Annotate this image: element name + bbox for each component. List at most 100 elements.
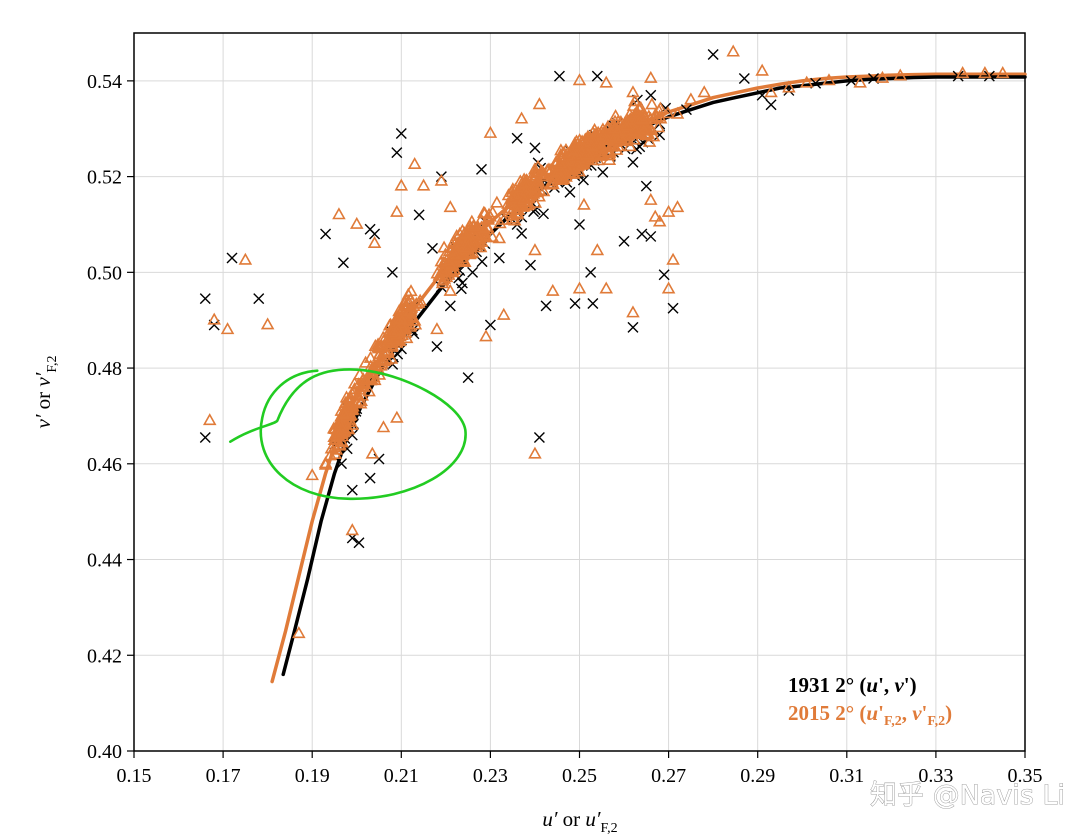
point-2015 — [398, 298, 413, 311]
point-2015 — [978, 66, 992, 79]
point-2015 — [608, 109, 623, 122]
point-2015 — [399, 331, 414, 344]
y-axis-label: v′ or v′F,2 — [31, 355, 60, 428]
point-2015 — [353, 367, 367, 380]
point-1931 — [627, 321, 639, 333]
point-2015 — [463, 220, 478, 233]
point-2015 — [374, 352, 389, 365]
point-2015 — [439, 270, 454, 283]
point-1931 — [346, 484, 358, 496]
point-2015 — [564, 143, 579, 156]
point-2015 — [384, 325, 399, 338]
point-2015 — [563, 166, 577, 179]
point-2015 — [531, 173, 545, 186]
point-1931 — [553, 70, 565, 82]
point-2015 — [389, 328, 404, 341]
point-1931 — [475, 163, 487, 175]
point-2015 — [557, 158, 572, 171]
point-2015 — [586, 125, 600, 138]
point-2015 — [339, 409, 354, 422]
point-2015 — [599, 281, 613, 294]
point-2015 — [479, 329, 493, 342]
point-2015 — [764, 85, 778, 98]
point-1931 — [667, 302, 679, 314]
point-2015 — [661, 281, 676, 294]
point-2015 — [482, 207, 496, 220]
point-2015 — [207, 312, 221, 325]
point-1931 — [391, 147, 403, 159]
point-2015 — [543, 177, 557, 190]
point-1931 — [462, 372, 474, 384]
point-2015 — [572, 281, 587, 294]
point-2015 — [782, 80, 796, 93]
point-1931 — [645, 230, 657, 242]
x-tick-label: 0.19 — [295, 765, 330, 787]
point-2015 — [260, 317, 275, 330]
point-1931 — [199, 431, 211, 443]
x-tick-label: 0.35 — [1008, 765, 1043, 787]
point-2015 — [525, 169, 539, 182]
point-2015 — [332, 438, 347, 451]
point-2015 — [323, 448, 338, 461]
point-2015 — [496, 307, 511, 320]
point-2015 — [332, 426, 347, 439]
point-2015 — [651, 120, 666, 133]
point-1931 — [476, 256, 488, 268]
x-tick-label: 0.25 — [562, 765, 597, 787]
point-2015 — [516, 192, 531, 205]
point-2015 — [554, 143, 568, 156]
point-2015 — [497, 212, 511, 225]
point-2015 — [409, 296, 424, 309]
annotation-layer — [228, 368, 467, 500]
x-tick-label: 0.31 — [829, 765, 864, 787]
point-2015 — [381, 336, 396, 349]
y-tick-label: 0.40 — [87, 741, 122, 763]
point-1931 — [337, 257, 349, 269]
point-1931 — [353, 537, 365, 549]
point-2015 — [650, 110, 664, 123]
point-2015 — [430, 322, 444, 335]
point-2015 — [365, 446, 380, 459]
point-2015 — [514, 111, 529, 124]
point-2015 — [536, 184, 551, 197]
point-2015 — [553, 149, 568, 162]
x-tick-label: 0.23 — [473, 765, 508, 787]
point-1931 — [320, 228, 332, 240]
point-2015 — [292, 626, 306, 639]
point-2015 — [755, 63, 769, 76]
point-2015 — [528, 446, 542, 459]
point-1931 — [585, 266, 597, 278]
point-2015 — [465, 245, 480, 258]
point-2015 — [666, 252, 680, 265]
point-1931 — [253, 293, 265, 305]
point-2015 — [995, 66, 1010, 79]
y-tick-label: 0.52 — [87, 167, 122, 189]
point-2015 — [367, 235, 382, 249]
point-2015 — [553, 156, 567, 169]
point-1931 — [577, 174, 589, 186]
point-1931 — [845, 75, 857, 87]
point-2015 — [645, 123, 659, 136]
point-2015 — [444, 259, 459, 272]
point-1931 — [386, 266, 398, 278]
point-2015 — [632, 102, 647, 115]
point-2015 — [620, 118, 634, 131]
point-2015 — [403, 303, 418, 316]
point-2015 — [238, 252, 253, 265]
point-1931 — [640, 180, 652, 192]
point-1931 — [455, 283, 467, 295]
point-2015 — [590, 243, 605, 256]
point-1931 — [395, 128, 407, 140]
point-2015 — [509, 189, 523, 202]
point-1931 — [516, 227, 528, 239]
point-2015 — [554, 171, 569, 184]
point-2015 — [408, 317, 423, 330]
point-2015 — [510, 205, 525, 218]
point-2015 — [642, 134, 657, 147]
point-2015 — [220, 322, 235, 335]
point-2015 — [697, 85, 712, 98]
point-1931 — [587, 297, 599, 309]
point-2015 — [407, 157, 422, 170]
x-tick-label: 0.27 — [651, 765, 686, 787]
